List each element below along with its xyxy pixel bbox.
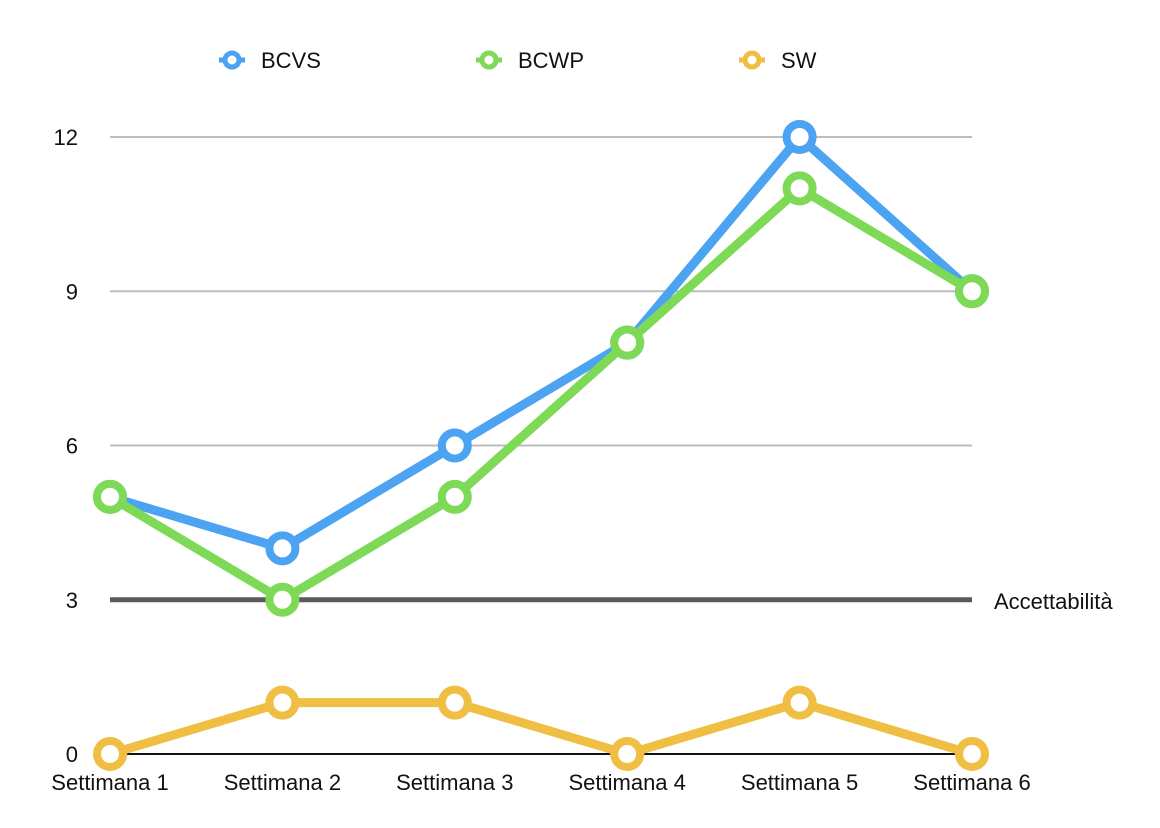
series-bcwp: [93, 171, 989, 617]
x-tick-label-2: Settimana 2: [224, 770, 341, 795]
y-tick-label-9: 9: [66, 279, 78, 304]
legend-item-bcvs: BCVS: [219, 48, 321, 73]
series-line-bcvs: [105, 132, 977, 553]
data-point-sw-4: [610, 737, 645, 771]
data-point-bcwp-5: [782, 171, 817, 206]
series-line-sw: [105, 698, 977, 759]
x-tick-label-5: Settimana 5: [741, 770, 858, 795]
y-tick-label-0: 0: [66, 742, 78, 767]
acceptability-label: Accettabilità: [994, 589, 1113, 614]
y-tick-label-6: 6: [66, 434, 78, 459]
y-axis-ticks: 0 3 6 9 12: [54, 125, 78, 767]
series-bcvs: [93, 120, 989, 566]
legend-marker-icon: [222, 50, 242, 70]
x-tick-label-4: Settimana 4: [568, 770, 685, 795]
legend-item-sw: SW: [739, 48, 817, 73]
x-tick-label-6: Settimana 6: [913, 770, 1030, 795]
x-tick-label-1: Settimana 1: [51, 770, 168, 795]
data-point-sw-3: [437, 685, 472, 720]
legend-label-bcwp: BCWP: [518, 48, 584, 73]
legend-label-bcvs: BCVS: [261, 48, 321, 73]
legend-item-bcwp: BCWP: [476, 48, 584, 73]
series-line-bcwp: [105, 183, 977, 605]
data-point-bcwp-3: [437, 479, 472, 514]
data-point-bcwp-2: [265, 582, 300, 617]
legend-marker-icon: [742, 50, 762, 70]
x-axis-labels: Settimana 1 Settimana 2 Settimana 3 Settima…: [51, 770, 1030, 795]
data-point-bcvs-3: [437, 428, 472, 463]
data-point-bcvs-5: [782, 120, 817, 154]
x-tick-label-3: Settimana 3: [396, 770, 513, 795]
legend-marker-icon: [479, 50, 499, 70]
y-tick-label-12: 12: [54, 125, 78, 150]
data-point-sw-2: [265, 685, 300, 720]
data-point-bcvs-2: [265, 531, 300, 566]
data-point-sw-1: [93, 737, 127, 771]
y-tick-label-3: 3: [66, 588, 78, 613]
series-group: [93, 120, 989, 771]
legend-label-sw: SW: [781, 48, 817, 73]
data-point-bcwp-6: [955, 274, 989, 309]
data-point-sw-6: [955, 737, 989, 771]
grid-lines: [110, 136, 972, 447]
legend: BCVS BCWP SW: [219, 48, 817, 73]
data-point-bcwp-1: [93, 479, 127, 514]
series-sw: [93, 685, 989, 771]
data-point-sw-5: [782, 685, 817, 720]
reference-line-group: Accettabilità: [110, 589, 1113, 614]
data-point-bcwp-4: [610, 325, 645, 360]
